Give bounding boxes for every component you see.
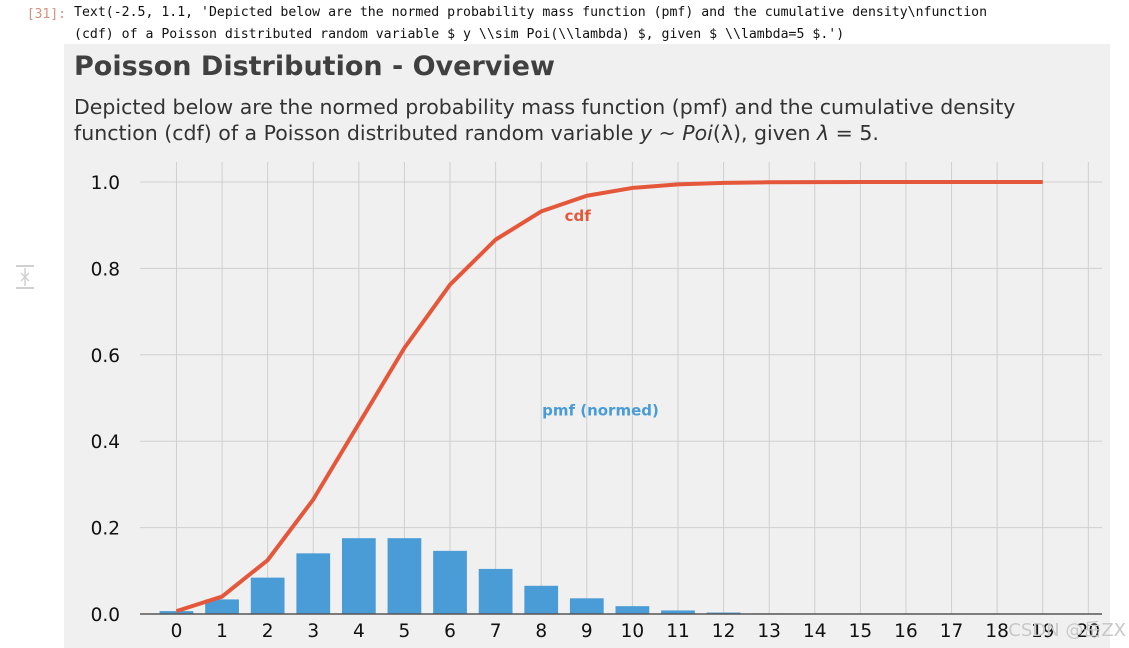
cdf-line-group — [175, 180, 1043, 614]
pmf-bar — [433, 550, 467, 614]
y-tick-label: 0.0 — [91, 605, 120, 626]
y-tick-label: 0.4 — [91, 432, 120, 453]
subtitle-math-lambda-paren: (λ) — [713, 121, 741, 145]
x-tick-label: 6 — [444, 621, 456, 642]
x-tick-label: 19 — [1031, 621, 1055, 642]
x-tick-label: 11 — [666, 621, 690, 642]
subtitle-math-eq: = 5. — [829, 121, 879, 145]
series-annotation: cdf — [565, 207, 592, 225]
x-tick-label: 4 — [353, 621, 365, 642]
chart-title: Poisson Distribution - Overview — [74, 51, 555, 82]
pmf-bar — [250, 577, 285, 614]
x-tick-label: 18 — [985, 621, 1009, 642]
x-tick-label: 10 — [621, 621, 645, 642]
x-tick-label: 13 — [757, 621, 781, 642]
x-tick-label: 20 — [1077, 621, 1101, 642]
watermark: CSDN @岳ZX — [1008, 620, 1126, 641]
cdf-line — [175, 180, 1043, 614]
x-tick-label: 9 — [581, 621, 593, 642]
x-tick-label: 15 — [849, 621, 873, 642]
pmf-bar — [661, 610, 695, 614]
x-tick-label: 12 — [712, 621, 736, 642]
x-tick-label: 14 — [803, 621, 827, 642]
tick-labels: 0 1 2 3 4 5 6 7 8 9 10 11 12 13 14 15 16 17 18 19 200.00.20.… — [91, 173, 1101, 642]
y-tick-label: 0.8 — [91, 259, 120, 280]
y-tick-label: 0.6 — [91, 346, 120, 367]
subtitle-math-lambda: λ — [816, 121, 829, 145]
x-tick-label: 5 — [399, 621, 411, 642]
x-tick-label: 2 — [262, 621, 274, 642]
subtitle-math-sim: ~ — [652, 121, 682, 145]
output-line-2: (cdf) of a Poisson distributed random va… — [74, 27, 845, 42]
subtitle-math-y: y — [639, 121, 653, 145]
chart-subtitle-line-2: function (cdf) of a Poisson distributed … — [74, 121, 879, 145]
series-annotations: cdf pmf (normed) — [542, 207, 659, 419]
y-tick-label: 1.0 — [91, 173, 120, 194]
pmf-bar — [615, 606, 650, 614]
subtitle-prefix: function (cdf) of a Poisson distributed … — [74, 121, 640, 145]
cell-prompt: [31]: — [26, 7, 66, 22]
collapse-output-icon[interactable] — [14, 264, 36, 290]
pmf-bar — [524, 585, 559, 614]
pmf-bar — [341, 538, 376, 614]
subtitle-math-poi: Poi — [682, 121, 713, 145]
x-tick-label: 17 — [940, 621, 964, 642]
x-tick-label: 0 — [171, 621, 183, 642]
x-tick-label: 7 — [490, 621, 502, 642]
cell-output-text: Text(-2.5, 1.1, 'Depicted below are the … — [74, 2, 1124, 46]
pmf-bar — [387, 538, 422, 614]
pmf-bar — [478, 568, 513, 614]
pmf-bar — [569, 598, 604, 614]
y-tick-label: 0.2 — [91, 519, 120, 540]
x-tick-label: 8 — [535, 621, 547, 642]
subtitle-mid: , given — [741, 121, 817, 145]
pmf-bars — [159, 538, 878, 614]
x-tick-label: 1 — [216, 621, 228, 642]
pmf-bar — [205, 599, 239, 614]
series-annotation: pmf (normed) — [542, 401, 659, 419]
x-tick-label: 3 — [307, 621, 319, 642]
pmf-bar — [159, 611, 194, 614]
output-line-1: Text(-2.5, 1.1, 'Depicted below are the … — [74, 5, 988, 20]
x-tick-label: 16 — [894, 621, 918, 642]
chart-subtitle-line-1: Depicted below are the normed probabilit… — [74, 95, 1015, 119]
pmf-bar — [296, 553, 331, 614]
